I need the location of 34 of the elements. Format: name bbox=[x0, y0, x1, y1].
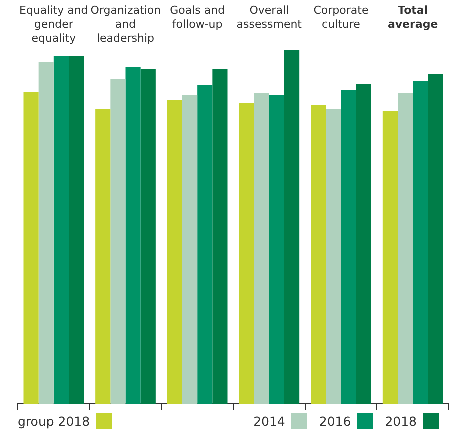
bar bbox=[413, 81, 428, 404]
bar bbox=[239, 103, 254, 404]
x-tick-label: Overall assessment bbox=[236, 4, 303, 32]
bar bbox=[110, 79, 126, 404]
bar bbox=[341, 90, 356, 404]
bar bbox=[382, 111, 398, 404]
x-tick-label: Goals and follow-up bbox=[169, 4, 226, 32]
bar bbox=[24, 92, 39, 404]
bar bbox=[254, 93, 270, 404]
bar bbox=[428, 74, 444, 404]
bar bbox=[54, 56, 69, 404]
x-tick-label: Corporate culture bbox=[312, 4, 370, 32]
legend-label: 2014 bbox=[254, 414, 286, 428]
bar bbox=[96, 109, 111, 404]
bar bbox=[326, 109, 342, 404]
bar bbox=[212, 69, 228, 404]
bar bbox=[398, 93, 414, 404]
bar bbox=[182, 95, 198, 404]
bar bbox=[126, 66, 141, 404]
bar bbox=[356, 84, 372, 404]
bar bbox=[38, 62, 54, 404]
x-tick-label: Organization and leadership bbox=[90, 4, 162, 46]
legend-label: group 2018 bbox=[18, 414, 90, 428]
x-tick-label: Equality and gender equality bbox=[18, 4, 89, 46]
legend-label: 2016 bbox=[319, 414, 352, 428]
bar bbox=[140, 69, 156, 404]
legend-label: 2018 bbox=[385, 414, 417, 428]
bar bbox=[311, 105, 326, 404]
bar bbox=[269, 95, 284, 404]
bar bbox=[167, 100, 182, 404]
x-tick-label: Total average bbox=[386, 4, 440, 32]
bar bbox=[284, 50, 300, 404]
bar bbox=[69, 56, 84, 404]
bar bbox=[198, 85, 213, 404]
